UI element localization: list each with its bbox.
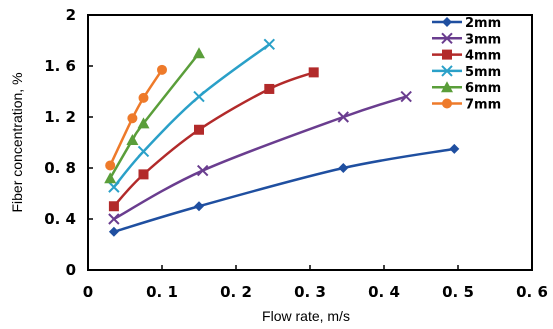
legend-item: 7mm bbox=[432, 98, 501, 113]
x-tick-label: 0 bbox=[83, 283, 93, 301]
legend-marker bbox=[442, 17, 452, 27]
data-point bbox=[196, 164, 209, 177]
data-point bbox=[194, 124, 204, 135]
data-point bbox=[127, 113, 138, 124]
data-point bbox=[108, 226, 119, 237]
y-tick-label: 1. 6 bbox=[44, 57, 76, 75]
legend-label: 2mm bbox=[465, 16, 501, 31]
y-tick-label: 1. 2 bbox=[44, 108, 76, 126]
data-point bbox=[108, 201, 119, 212]
series-3mm bbox=[108, 90, 412, 225]
x-tick-label: 0. 2 bbox=[220, 283, 252, 301]
series-layer bbox=[104, 38, 460, 237]
legend-label: 4mm bbox=[465, 49, 501, 64]
y-tick-label: 2 bbox=[66, 6, 76, 24]
series-line bbox=[113, 95, 407, 221]
y-tick-label: 0. 4 bbox=[44, 210, 76, 228]
data-point bbox=[449, 143, 460, 154]
legend-marker bbox=[441, 81, 453, 93]
data-point bbox=[138, 92, 149, 103]
legend-item: 6mm bbox=[432, 81, 501, 96]
legend-label: 5mm bbox=[465, 65, 501, 80]
x-tick-label: 0. 6 bbox=[516, 283, 548, 301]
series-line bbox=[112, 43, 271, 188]
x-tick-label: 0. 1 bbox=[146, 283, 178, 301]
data-point bbox=[338, 163, 349, 173]
series-7mm bbox=[105, 64, 167, 171]
legend-item: 2mm bbox=[432, 16, 501, 31]
data-point bbox=[400, 90, 412, 103]
data-point bbox=[138, 169, 149, 180]
legend-item: 5mm bbox=[432, 65, 501, 80]
data-point bbox=[108, 213, 120, 225]
data-point bbox=[105, 160, 116, 171]
legend-marker bbox=[442, 49, 452, 60]
x-tick-label: 0. 4 bbox=[368, 283, 400, 301]
series-6mm bbox=[104, 47, 205, 184]
x-tick-label: 0. 5 bbox=[442, 283, 474, 301]
data-point bbox=[108, 181, 120, 193]
x-axis-title: Flow rate, m/s bbox=[262, 308, 350, 324]
data-point bbox=[157, 64, 167, 75]
y-axis-title: Fiber concentration, % bbox=[9, 72, 25, 212]
y-axis-ticks: 0 0. 4 0. 8 1. 2 1. 6 2 bbox=[44, 6, 93, 279]
legend-marker bbox=[441, 32, 453, 45]
series-line bbox=[109, 52, 200, 179]
data-point bbox=[264, 83, 275, 94]
data-point bbox=[194, 201, 204, 212]
series-line bbox=[113, 147, 455, 233]
series-4mm bbox=[108, 67, 319, 212]
data-point bbox=[104, 172, 117, 184]
data-point bbox=[193, 90, 205, 103]
x-axis-ticks: 0 0. 1 0. 2 0. 3 0. 4 0. 5 0. 6 bbox=[83, 265, 548, 301]
series-line bbox=[109, 69, 164, 166]
data-point bbox=[308, 67, 319, 78]
series-5mm bbox=[108, 38, 276, 193]
data-point bbox=[337, 111, 350, 123]
data-point bbox=[137, 117, 150, 129]
legend-item: 3mm bbox=[432, 32, 501, 47]
data-point bbox=[137, 145, 150, 158]
legend-label: 3mm bbox=[465, 32, 501, 47]
legend-item: 4mm bbox=[432, 49, 501, 64]
series-2mm bbox=[108, 143, 460, 237]
x-tick-label: 0. 3 bbox=[294, 283, 326, 301]
legend-marker bbox=[441, 65, 453, 77]
data-point bbox=[193, 47, 205, 59]
legend-label: 7mm bbox=[465, 98, 501, 113]
data-point bbox=[263, 38, 276, 51]
data-point bbox=[126, 133, 139, 145]
legend-label: 6mm bbox=[465, 81, 501, 96]
y-tick-label: 0 bbox=[66, 261, 76, 279]
y-tick-label: 0. 8 bbox=[44, 159, 76, 177]
plot-frame bbox=[87, 14, 533, 271]
legend-marker bbox=[442, 98, 452, 109]
